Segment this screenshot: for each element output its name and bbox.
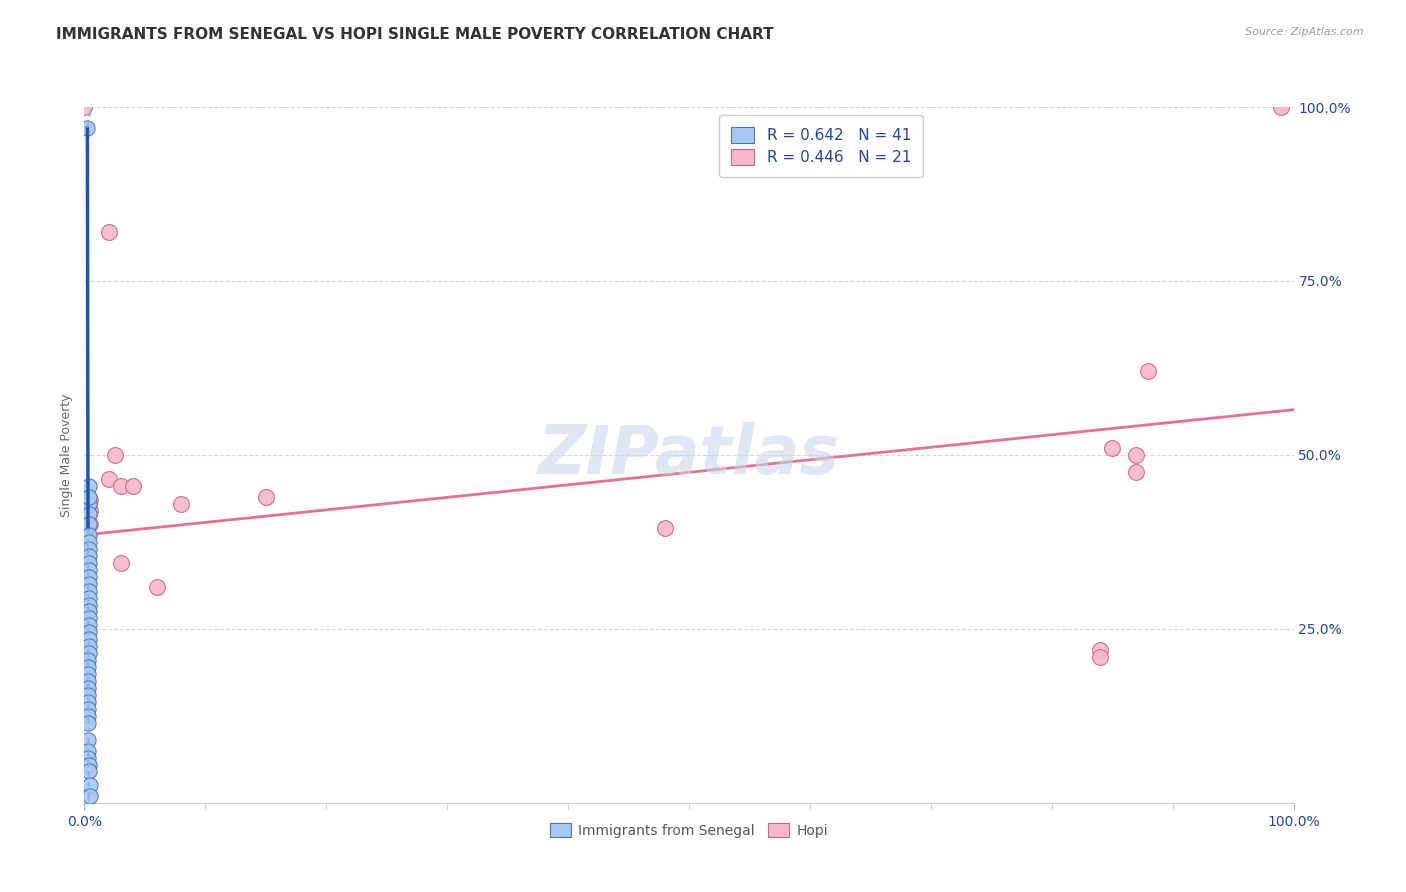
Point bbox=[77, 611, 100, 625]
Point bbox=[104, 448, 127, 462]
Text: Source: ZipAtlas.com: Source: ZipAtlas.com bbox=[1246, 27, 1364, 37]
Point bbox=[76, 120, 98, 135]
Point bbox=[73, 100, 96, 114]
Point bbox=[77, 479, 100, 493]
Point bbox=[79, 493, 101, 508]
Point bbox=[97, 472, 120, 486]
Point bbox=[1088, 649, 1111, 664]
Point bbox=[1088, 642, 1111, 657]
Point bbox=[77, 674, 100, 689]
Point bbox=[77, 497, 100, 511]
Point bbox=[77, 667, 100, 681]
Text: IMMIGRANTS FROM SENEGAL VS HOPI SINGLE MALE POVERTY CORRELATION CHART: IMMIGRANTS FROM SENEGAL VS HOPI SINGLE M… bbox=[56, 27, 773, 42]
Point bbox=[1101, 441, 1123, 455]
Point bbox=[77, 563, 100, 577]
Point bbox=[77, 695, 100, 709]
Point bbox=[97, 225, 120, 239]
Point bbox=[77, 681, 100, 695]
Point bbox=[77, 764, 100, 779]
Point bbox=[77, 591, 100, 605]
Point bbox=[77, 618, 100, 632]
Point bbox=[77, 733, 100, 747]
Point bbox=[77, 490, 100, 504]
Point bbox=[77, 708, 100, 723]
Point bbox=[1125, 466, 1147, 480]
Point bbox=[77, 598, 100, 612]
Point bbox=[77, 639, 100, 653]
Point bbox=[79, 789, 101, 803]
Point bbox=[77, 632, 100, 647]
Point bbox=[77, 702, 100, 716]
Point bbox=[77, 556, 100, 570]
Point bbox=[77, 605, 100, 619]
Point bbox=[77, 715, 100, 730]
Point bbox=[110, 556, 132, 570]
Point bbox=[77, 570, 100, 584]
Point bbox=[77, 660, 100, 674]
Point bbox=[146, 580, 169, 594]
Point bbox=[79, 517, 101, 532]
Point bbox=[77, 549, 100, 563]
Point bbox=[121, 479, 143, 493]
Point bbox=[170, 497, 193, 511]
Point bbox=[79, 503, 101, 517]
Point bbox=[77, 583, 100, 598]
Point bbox=[77, 507, 100, 521]
Point bbox=[77, 576, 100, 591]
Point bbox=[1125, 448, 1147, 462]
Point bbox=[77, 653, 100, 667]
Point bbox=[77, 757, 100, 772]
Point bbox=[77, 646, 100, 660]
Point bbox=[1137, 364, 1160, 378]
Point bbox=[77, 528, 100, 542]
Point bbox=[77, 625, 100, 640]
Point bbox=[654, 521, 676, 535]
Legend: R = 0.642   N = 41, R = 0.446   N = 21: R = 0.642 N = 41, R = 0.446 N = 21 bbox=[720, 115, 924, 178]
Point bbox=[1270, 100, 1292, 114]
Point bbox=[77, 750, 100, 764]
Point bbox=[77, 541, 100, 556]
Point bbox=[79, 778, 101, 793]
Y-axis label: Single Male Poverty: Single Male Poverty bbox=[60, 393, 73, 516]
Point bbox=[77, 534, 100, 549]
Point bbox=[77, 517, 100, 532]
Point bbox=[77, 744, 100, 758]
Text: ZIPatlas: ZIPatlas bbox=[538, 422, 839, 488]
Point bbox=[254, 490, 277, 504]
Point bbox=[77, 688, 100, 702]
Point bbox=[110, 479, 132, 493]
